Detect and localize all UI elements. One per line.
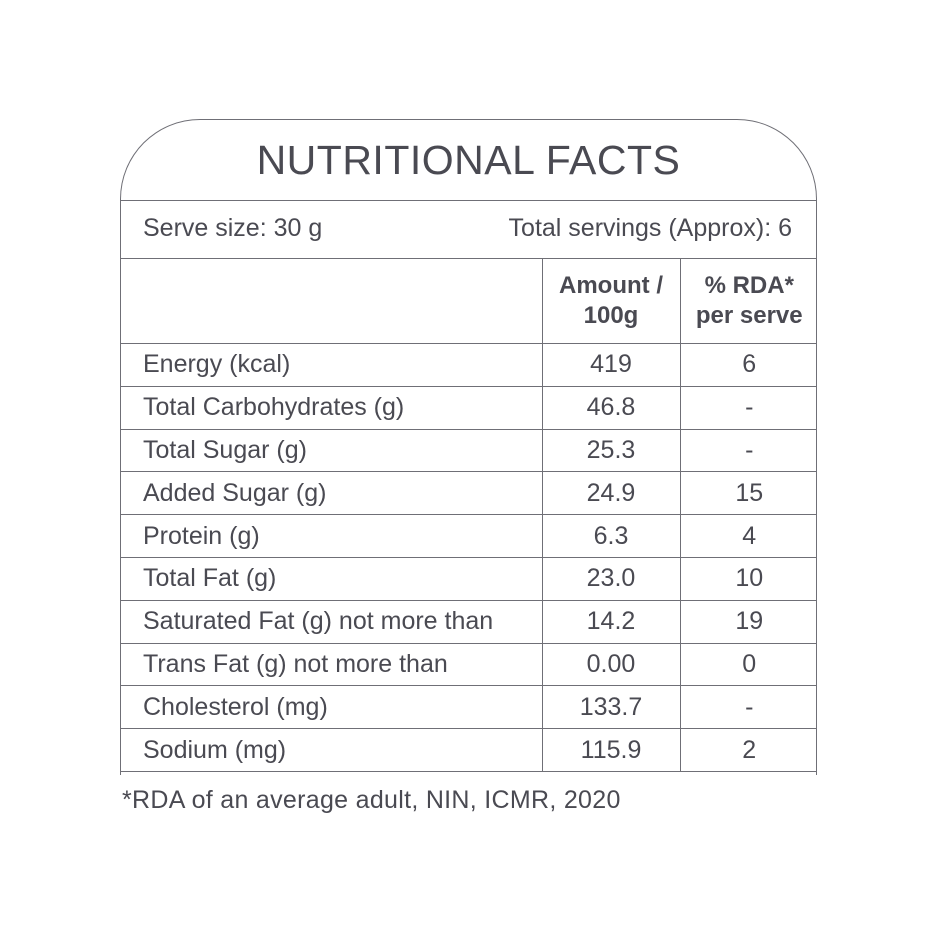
- amount-value: 0.00: [541, 642, 681, 687]
- nutrient-name: Total Carbohydrates (g): [121, 385, 543, 430]
- nutrient-name: Added Sugar (g): [121, 471, 543, 516]
- header-amount-line1: Amount /: [559, 272, 663, 299]
- table-row: Saturated Fat (g) not more than 14.2 19: [121, 599, 816, 644]
- nutrient-name: Sodium (mg): [121, 728, 543, 772]
- nutrition-table: Amount / 100g % RDA* per serve Energy (k…: [121, 259, 816, 772]
- rda-value: 10: [679, 556, 816, 601]
- table-row: Total Sugar (g) 25.3 -: [121, 428, 816, 473]
- nutrient-name: Energy (kcal): [121, 343, 543, 387]
- serving-info-row: Serve size: 30 g Total servings (Approx)…: [121, 201, 816, 259]
- rda-value: 6: [679, 343, 816, 387]
- rda-value: 15: [679, 471, 816, 516]
- amount-value: 419: [541, 343, 681, 387]
- rda-footnote: *RDA of an average adult, NIN, ICMR, 202…: [122, 786, 621, 814]
- nutrient-name: Cholesterol (mg): [121, 685, 543, 730]
- header-rda: % RDA* per serve: [679, 259, 816, 344]
- table-row: Total Carbohydrates (g) 46.8 -: [121, 385, 816, 430]
- amount-value: 23.0: [541, 556, 681, 601]
- header-amount-line2: 100g: [583, 302, 639, 329]
- table-row: Added Sugar (g) 24.9 15: [121, 471, 816, 516]
- table-row: Total Fat (g) 23.0 10: [121, 556, 816, 601]
- nutrient-name: Total Sugar (g): [121, 428, 543, 473]
- rda-value: -: [679, 685, 816, 730]
- table-header-row: Amount / 100g % RDA* per serve: [121, 259, 816, 344]
- header-nutrient: [121, 259, 543, 344]
- nutrient-name: Saturated Fat (g) not more than: [121, 599, 543, 644]
- rda-value: 0: [679, 642, 816, 687]
- amount-value: 25.3: [541, 428, 681, 473]
- table-row: Trans Fat (g) not more than 0.00 0: [121, 642, 816, 687]
- amount-value: 133.7: [541, 685, 681, 730]
- nutrition-facts-panel: NUTRITIONAL FACTS Serve size: 30 g Total…: [120, 119, 817, 775]
- rda-value: -: [679, 428, 816, 473]
- serve-size: Serve size: 30 g: [143, 214, 323, 242]
- table-row: Energy (kcal) 419 6: [121, 343, 816, 387]
- amount-value: 14.2: [541, 599, 681, 644]
- nutrient-name: Protein (g): [121, 514, 543, 558]
- amount-value: 46.8: [541, 385, 681, 430]
- total-servings: Total servings (Approx): 6: [508, 214, 792, 242]
- panel-title: NUTRITIONAL FACTS: [121, 120, 816, 201]
- header-rda-line2: per serve: [695, 302, 803, 329]
- amount-value: 6.3: [541, 514, 681, 558]
- table-row: Protein (g) 6.3 4: [121, 514, 816, 558]
- table-row: Cholesterol (mg) 133.7 -: [121, 685, 816, 730]
- amount-value: 24.9: [541, 471, 681, 516]
- table-row: Sodium (mg) 115.9 2: [121, 728, 816, 772]
- nutrient-name: Trans Fat (g) not more than: [121, 642, 543, 687]
- amount-value: 115.9: [541, 728, 681, 772]
- rda-value: 19: [679, 599, 816, 644]
- header-rda-line1: % RDA*: [704, 272, 794, 299]
- nutrient-name: Total Fat (g): [121, 556, 543, 601]
- rda-value: 4: [679, 514, 816, 558]
- rda-value: 2: [679, 728, 816, 772]
- rda-value: -: [679, 385, 816, 430]
- header-amount: Amount / 100g: [541, 259, 681, 344]
